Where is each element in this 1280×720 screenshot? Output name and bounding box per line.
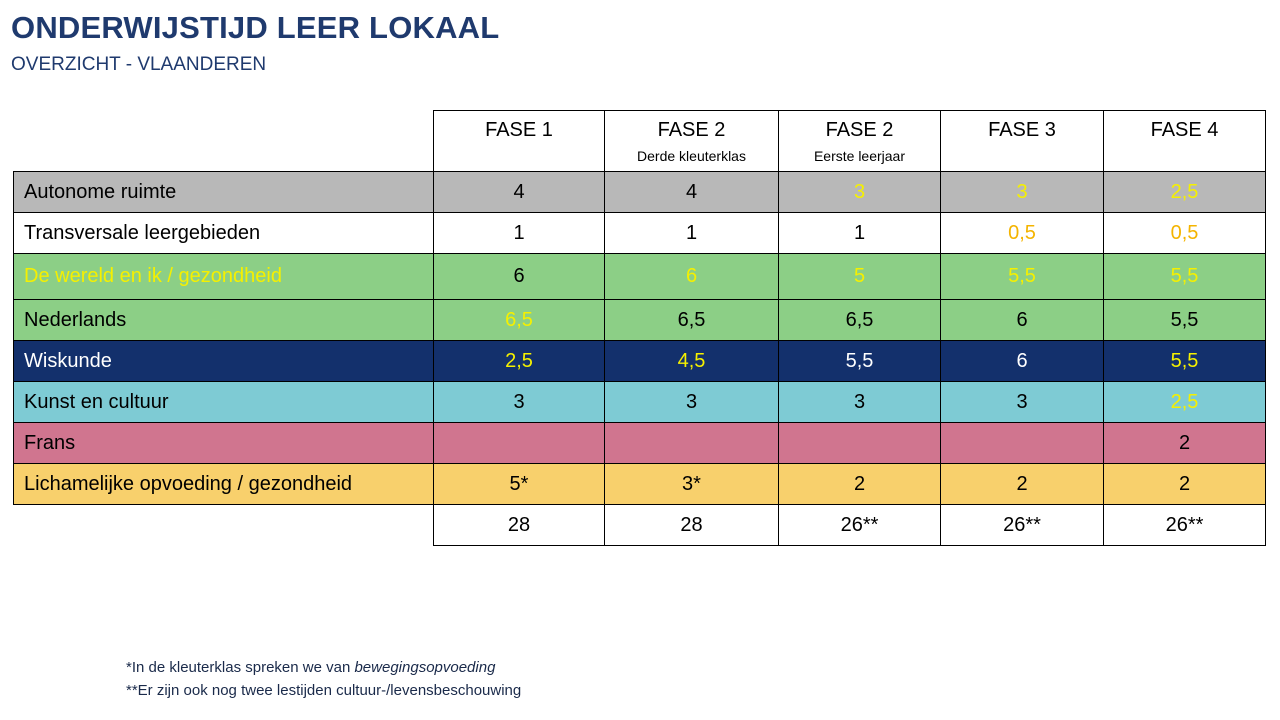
column-header-label: FASE 4 <box>1150 119 1219 141</box>
table-row-kunst-en-cultuur: Kunst en cultuur 3 3 3 3 2,5 <box>13 381 1266 423</box>
table-cell: 2,5 <box>1103 381 1266 423</box>
table-cell: 0,5 <box>1103 212 1266 254</box>
table-cell: 3 <box>940 381 1104 423</box>
table-cell: 4,5 <box>604 340 779 382</box>
total-cell: 26** <box>778 504 941 546</box>
table-row-transversale-leergebieden: Transversale leergebieden 1 1 1 0,5 0,5 <box>13 212 1266 254</box>
table-cell: 2,5 <box>433 340 605 382</box>
footnotes: *In de kleuterklas spreken we van bewegi… <box>126 656 521 702</box>
row-label: Autonome ruimte <box>13 171 434 213</box>
column-header: FASE 2 Eerste leerjaar <box>778 110 941 172</box>
table-cell: 1 <box>778 212 941 254</box>
table-cell: 6,5 <box>433 299 605 341</box>
table-cell <box>604 422 779 464</box>
table-cell: 6 <box>940 299 1104 341</box>
table-row-de-wereld-en-ik: De wereld en ik / gezondheid 6 6 5 5,5 5… <box>13 253 1266 300</box>
table-cell: 5,5 <box>1103 299 1266 341</box>
table-row-autonome-ruimte: Autonome ruimte 4 4 3 3 2,5 <box>13 171 1266 213</box>
table-cell: 1 <box>604 212 779 254</box>
column-header-sublabel: Eerste leerjaar <box>813 148 906 164</box>
column-header-label: FASE 2 <box>657 119 726 141</box>
table-cell: 6,5 <box>778 299 941 341</box>
total-cell: 26** <box>940 504 1104 546</box>
footnote-2: **Er zijn ook nog twee lestijden cultuur… <box>126 682 522 699</box>
totals-row: 28 28 26** 26** 26** <box>14 504 1266 546</box>
table-cell: 3 <box>778 381 941 423</box>
column-header-label: FASE 1 <box>485 119 553 141</box>
column-header-label: FASE 3 <box>988 119 1056 141</box>
row-label: Kunst en cultuur <box>13 381 434 423</box>
page-title: ONDERWIJSTIJD LEER LOKAAL <box>11 10 500 45</box>
row-label: Transversale leergebieden <box>13 212 434 254</box>
column-header: FASE 4 <box>1103 110 1266 172</box>
total-cell: 28 <box>433 504 605 546</box>
table-cell: 6 <box>604 253 779 300</box>
column-header-label: FASE 2 <box>825 119 894 141</box>
column-header-sublabel: Derde kleuterklas <box>637 148 746 164</box>
table-cell: 5,5 <box>940 253 1104 300</box>
table-cell: 4 <box>433 171 605 213</box>
corner-cell <box>14 111 434 172</box>
table-cell: 5,5 <box>778 340 941 382</box>
table-row-frans: Frans 2 <box>13 422 1266 464</box>
table-cell: 2 <box>1103 463 1266 505</box>
table-row-wiskunde: Wiskunde 2,5 4,5 5,5 6 5,5 <box>13 340 1266 382</box>
table-row-lichamelijke-opvoeding: Lichamelijke opvoeding / gezondheid 5* 3… <box>13 463 1266 505</box>
table-cell <box>433 422 605 464</box>
table-cell: 6 <box>433 253 605 300</box>
table-cell: 2 <box>1103 422 1266 464</box>
table-cell: 2 <box>778 463 941 505</box>
table-cell: 3 <box>433 381 605 423</box>
table-cell: 1 <box>433 212 605 254</box>
row-label: Wiskunde <box>13 340 434 382</box>
table-cell: 5,5 <box>1103 340 1266 382</box>
row-label: Lichamelijke opvoeding / gezondheid <box>13 463 434 505</box>
table-cell: 3 <box>940 171 1104 213</box>
table-cell: 2,5 <box>1103 171 1266 213</box>
table-cell: 6 <box>940 340 1104 382</box>
row-label: Frans <box>13 422 434 464</box>
table-cell: 3 <box>604 381 779 423</box>
table-cell: 3* <box>604 463 779 505</box>
total-cell: 26** <box>1103 504 1266 546</box>
page-subtitle: OVERZICHT - VLAANDEREN <box>11 54 267 75</box>
row-label: Nederlands <box>13 299 434 341</box>
footnote-1: *In de kleuterklas spreken we van bewegi… <box>126 656 521 679</box>
table-cell <box>778 422 941 464</box>
table-cell: 5* <box>433 463 605 505</box>
total-cell: 28 <box>604 504 779 546</box>
footnote-1-text: *In de kleuterklas spreken we van <box>126 659 355 676</box>
table-cell: 5 <box>778 253 941 300</box>
column-header: FASE 3 <box>940 110 1104 172</box>
column-header: FASE 2 Derde kleuterklas <box>604 110 779 172</box>
table-cell: 0,5 <box>940 212 1104 254</box>
row-label: De wereld en ik / gezondheid <box>13 253 434 300</box>
lesson-time-table: FASE 1 FASE 2 Derde kleuterklas FASE 2 E… <box>13 110 1266 546</box>
totals-spacer <box>14 505 434 546</box>
table-cell <box>940 422 1104 464</box>
footnote-1-emphasis: bewegingsopvoeding <box>354 659 496 676</box>
table-cell: 5,5 <box>1103 253 1266 300</box>
table-cell: 2 <box>940 463 1104 505</box>
table-row-nederlands: Nederlands 6,5 6,5 6,5 6 5,5 <box>13 299 1266 341</box>
header-row: FASE 1 FASE 2 Derde kleuterklas FASE 2 E… <box>14 110 1266 172</box>
table-cell: 6,5 <box>604 299 779 341</box>
table-cell: 4 <box>604 171 779 213</box>
table-cell: 3 <box>778 171 941 213</box>
column-header: FASE 1 <box>433 110 605 172</box>
